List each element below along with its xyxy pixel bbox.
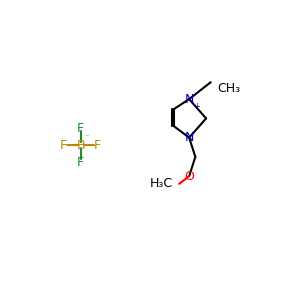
- Text: N: N: [184, 131, 194, 144]
- Text: N: N: [184, 93, 194, 106]
- Text: H₃C: H₃C: [150, 177, 173, 190]
- Text: F: F: [60, 139, 67, 152]
- Text: +: +: [193, 102, 200, 111]
- Text: F: F: [94, 139, 101, 152]
- Text: F: F: [77, 122, 84, 135]
- Text: CH₃: CH₃: [217, 82, 240, 95]
- Text: B: B: [76, 139, 85, 152]
- Text: F: F: [77, 156, 84, 169]
- Text: O: O: [184, 169, 194, 183]
- Text: ⁻: ⁻: [85, 133, 89, 142]
